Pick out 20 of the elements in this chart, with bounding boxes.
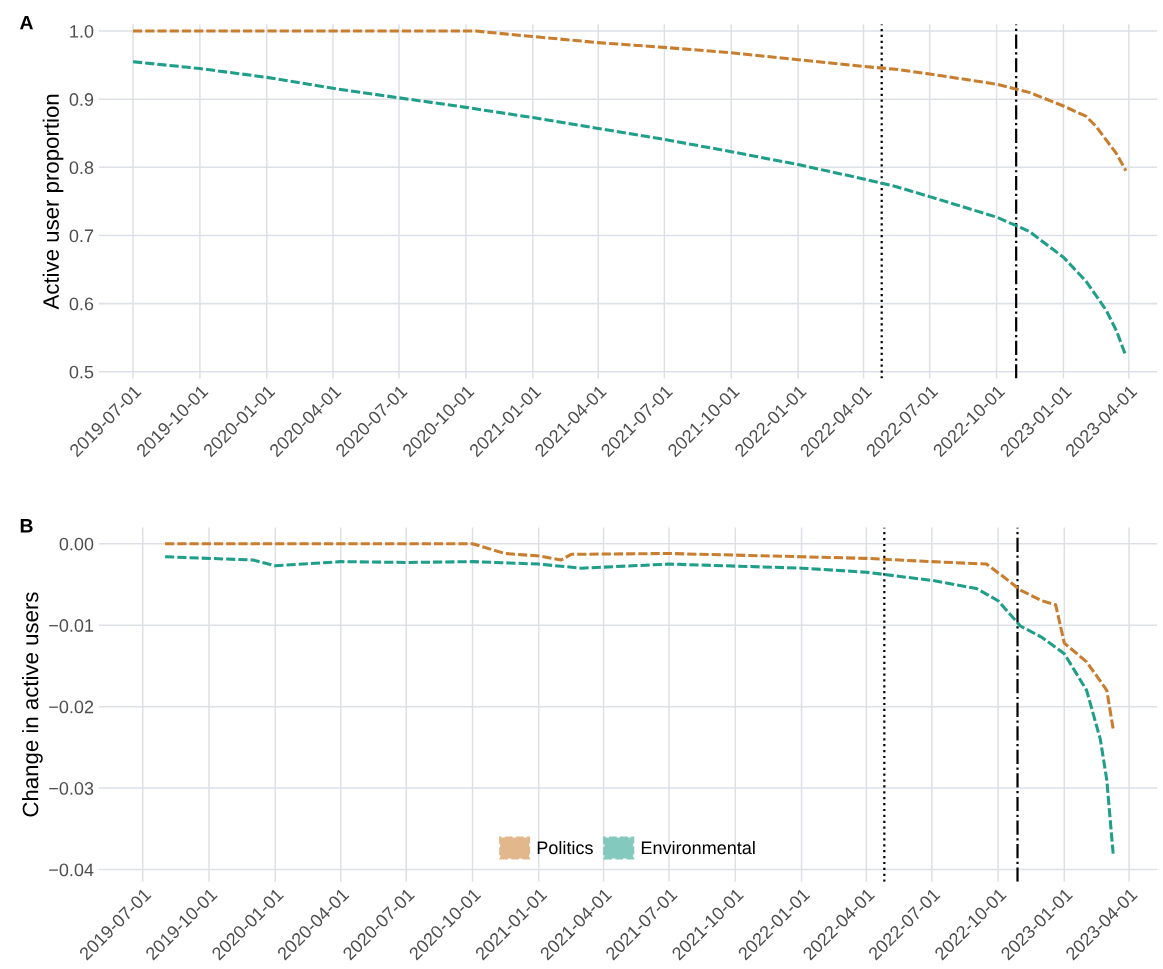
y-tick-label: −0.02 bbox=[49, 700, 94, 714]
line-series bbox=[131, 29, 1128, 173]
y-tick-label: −0.04 bbox=[49, 863, 94, 877]
chart-title: B bbox=[20, 519, 33, 533]
y-tick-label: 0.6 bbox=[69, 297, 94, 311]
chart-title: A bbox=[19, 15, 34, 30]
legend-label: Politics bbox=[537, 840, 593, 855]
y-tick-label: −0.01 bbox=[49, 619, 94, 632]
y-tick-label: 0.5 bbox=[69, 365, 94, 379]
y-tick-label: 0.00 bbox=[59, 537, 94, 551]
line-series bbox=[163, 542, 1115, 731]
legend-label: Environmental bbox=[641, 840, 755, 855]
y-tick-label: 0.8 bbox=[69, 161, 94, 175]
y-tick-label: 0.9 bbox=[69, 93, 94, 106]
line-series bbox=[163, 555, 1115, 857]
y-tick-label: 0.7 bbox=[69, 229, 94, 243]
y-tick-label: 1.0 bbox=[70, 24, 94, 38]
y-tick-label: −0.03 bbox=[49, 782, 94, 795]
y-axis-title: Change in active users bbox=[22, 592, 43, 817]
y-axis-title: Active user proportion bbox=[42, 94, 64, 310]
